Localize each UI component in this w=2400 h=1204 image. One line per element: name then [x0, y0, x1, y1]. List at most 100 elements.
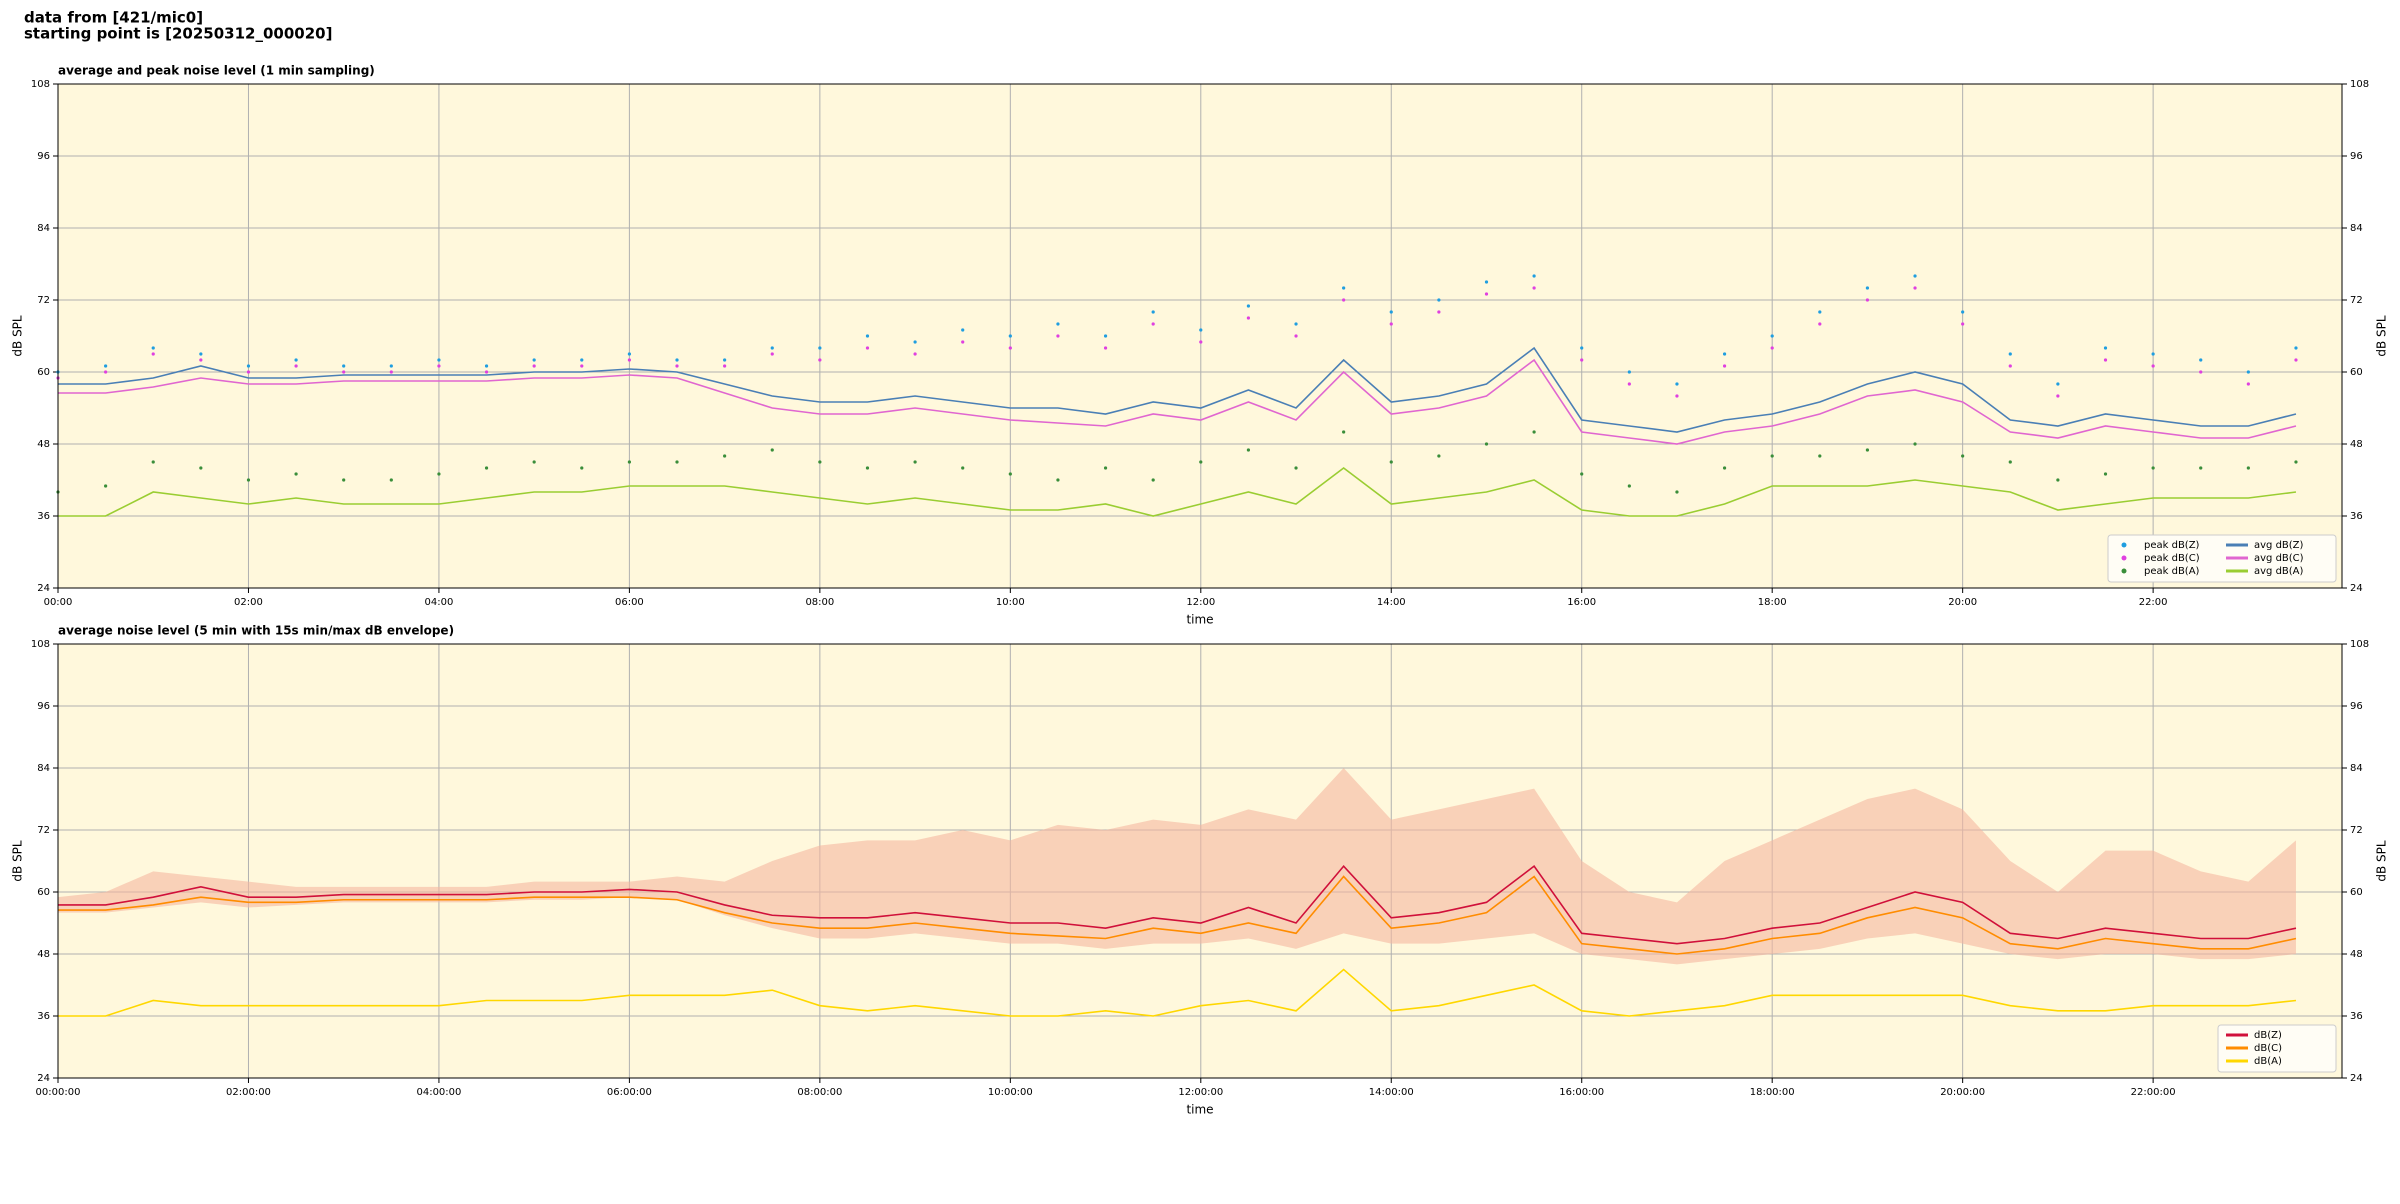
peak-point: [580, 364, 584, 368]
x-axis-label: time: [1186, 613, 1213, 627]
peak-point: [1056, 334, 1060, 338]
y-tick-label: 60: [2350, 367, 2363, 378]
peak-point: [2246, 382, 2250, 386]
peak-point: [1103, 466, 1108, 470]
peak-point: [675, 364, 679, 368]
peak-point: [2199, 466, 2203, 470]
peak-point: [2008, 460, 2012, 464]
peak-point: [1389, 310, 1393, 314]
peak-point: [1199, 328, 1203, 332]
peak-point: [961, 466, 965, 470]
peak-point: [818, 346, 822, 350]
peak-point: [342, 364, 346, 368]
y-tick-label: 48: [37, 439, 50, 450]
peak-point: [675, 460, 679, 464]
y-tick-label: 96: [2350, 151, 2363, 162]
y-tick-label: 84: [2350, 763, 2363, 774]
legend: [2107, 534, 2337, 583]
peak-point: [1389, 460, 1393, 464]
y-tick-label: 24: [37, 1073, 50, 1084]
legend-marker: [2121, 542, 2127, 548]
legend-label: dB(A): [2254, 1056, 2282, 1067]
y-tick-label: 84: [37, 763, 50, 774]
peak-point: [770, 448, 774, 452]
peak-point: [342, 370, 346, 374]
peak-point: [1294, 466, 1298, 470]
peak-point: [294, 358, 298, 362]
y-tick-label: 108: [31, 79, 50, 90]
x-axis-label: time: [1186, 1103, 1213, 1117]
y-tick-label: 72: [2350, 825, 2363, 836]
peak-point: [199, 466, 203, 470]
peak-point: [1484, 292, 1489, 296]
peak-point: [246, 478, 251, 482]
peak-point: [1580, 358, 1584, 362]
peak-point: [532, 358, 536, 362]
y-tick-label: 48: [2350, 439, 2363, 450]
peak-point: [484, 466, 489, 470]
legend-label: dB(C): [2254, 1043, 2282, 1054]
peak-point: [1722, 364, 1727, 368]
peak-point: [2103, 472, 2108, 476]
peak-point: [2103, 346, 2108, 350]
x-tick-label: 12:00:00: [1178, 1087, 1223, 1098]
x-tick-label: 00:00:00: [36, 1087, 81, 1098]
peak-point: [1008, 472, 1012, 476]
y-tick-label: 108: [2350, 79, 2369, 90]
line: [58, 968, 2297, 1017]
peak-point: [437, 472, 441, 476]
peak-point: [1961, 454, 1965, 458]
peak-point: [1532, 286, 1536, 290]
peak-point: [2008, 352, 2012, 356]
peak-point: [1484, 280, 1489, 284]
header-line: starting point is [20250312_000020]: [24, 25, 332, 43]
peak-point: [2199, 370, 2203, 374]
peak-point: [1580, 472, 1584, 476]
chart-title: average noise level (5 min with 15s min/…: [58, 624, 454, 638]
peak-point: [675, 358, 679, 362]
peak-point: [437, 358, 441, 362]
peak-point: [1437, 454, 1441, 458]
peak-point: [389, 364, 393, 368]
peak-point: [1532, 274, 1536, 278]
peak-point: [104, 370, 108, 374]
y-axis-label: dB SPL: [2375, 315, 2389, 357]
y-tick-label: 24: [2350, 1073, 2363, 1084]
peak-point: [2151, 466, 2155, 470]
peak-point: [770, 352, 774, 356]
peak-point: [104, 364, 108, 368]
line: [58, 346, 2297, 433]
peak-point: [484, 364, 489, 368]
x-tick-label: 18:00:00: [1750, 1087, 1795, 1098]
legend-label: peak dB(Z): [2144, 540, 2200, 551]
legend-label: dB(Z): [2254, 1030, 2282, 1041]
y-tick-label: 108: [31, 639, 50, 650]
peak-point: [199, 358, 203, 362]
peak-point: [1818, 322, 1822, 326]
peak-point: [2151, 364, 2155, 368]
peak-point: [723, 454, 727, 458]
peak-point: [865, 346, 870, 350]
y-axis-label: dB SPL: [2375, 840, 2389, 882]
legend-marker: [2121, 555, 2127, 561]
y-tick-label: 72: [37, 825, 50, 836]
peak-point: [580, 466, 584, 470]
peak-point: [1151, 310, 1155, 314]
x-tick-label: 02:00:00: [226, 1087, 271, 1098]
peak-point: [1437, 310, 1441, 314]
x-tick-label: 02:00: [234, 597, 263, 608]
peak-point: [199, 352, 203, 356]
y-tick-label: 24: [37, 583, 50, 594]
peak-point: [2246, 466, 2250, 470]
y-tick-label: 48: [37, 949, 50, 960]
peak-point: [1008, 346, 1012, 350]
peak-point: [913, 460, 917, 464]
peak-point: [1818, 454, 1822, 458]
legend-label: avg dB(Z): [2254, 540, 2304, 551]
peak-point: [1151, 478, 1155, 482]
x-tick-label: 08:00:00: [797, 1087, 842, 1098]
y-tick-label: 36: [2350, 511, 2363, 522]
peak-point: [1056, 322, 1060, 326]
peak-point: [627, 460, 631, 464]
